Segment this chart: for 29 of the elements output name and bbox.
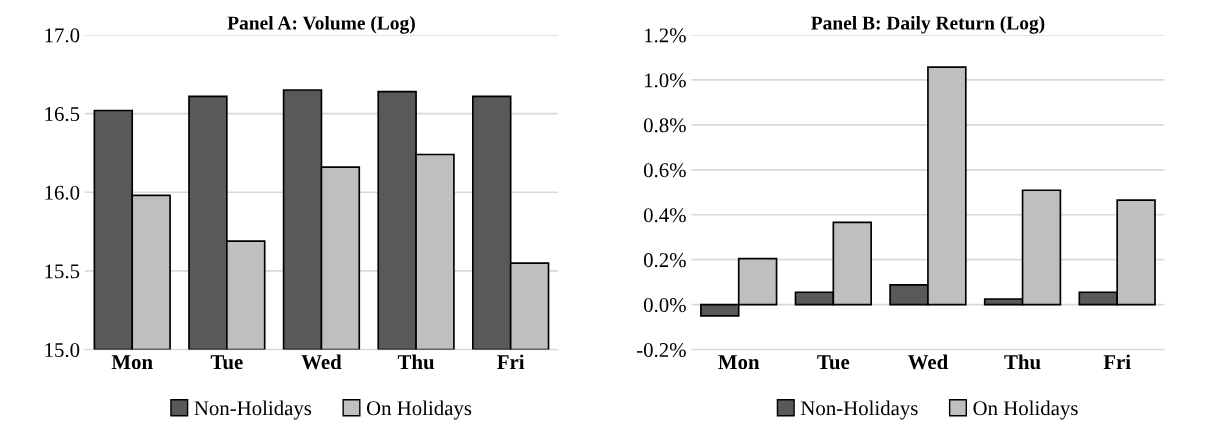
y-tick-label: 15.0: [45, 342, 80, 358]
chart-title: Panel A: Volume (Log): [227, 15, 415, 34]
y-tick-label: 1.2%: [644, 28, 686, 43]
x-tick-label: Mon: [718, 355, 760, 370]
legend-label: On Holidays: [973, 400, 1078, 420]
y-tick-label: 0.2%: [643, 253, 686, 268]
y-tick-label: 15.5: [45, 264, 80, 279]
x-tick-label: Tue: [817, 355, 850, 370]
x-tick-label: Mon: [111, 355, 153, 370]
chart-title: Panel B: Daily Return (Log): [811, 15, 1045, 34]
y-tick-label: 17.0: [45, 28, 80, 43]
legend-label: Non-Holidays: [194, 400, 312, 420]
x-tick-label: Fri: [1103, 354, 1131, 369]
y-tick-label: 16.0: [45, 185, 80, 200]
x-tick-label: Tue: [210, 355, 243, 370]
y-tick-label: 0.0%: [643, 298, 686, 313]
x-tick-label: Wed: [907, 354, 948, 370]
x-tick-label: Thu: [1004, 354, 1041, 370]
legend-label: On Holidays: [366, 400, 472, 420]
x-tick-label: Wed: [301, 354, 342, 370]
x-tick-label: Thu: [397, 354, 435, 370]
y-tick-label: 0.6%: [643, 163, 686, 178]
y-tick-label: 1.0%: [644, 73, 686, 88]
y-tick-label: 16.5: [45, 107, 80, 122]
y-tick-label: -0.2%: [636, 342, 686, 358]
y-tick-label: 0.4%: [643, 208, 686, 223]
y-tick-label: 0.8%: [643, 118, 686, 133]
legend-label: Non-Holidays: [800, 400, 918, 420]
x-tick-label: Fri: [497, 354, 525, 369]
